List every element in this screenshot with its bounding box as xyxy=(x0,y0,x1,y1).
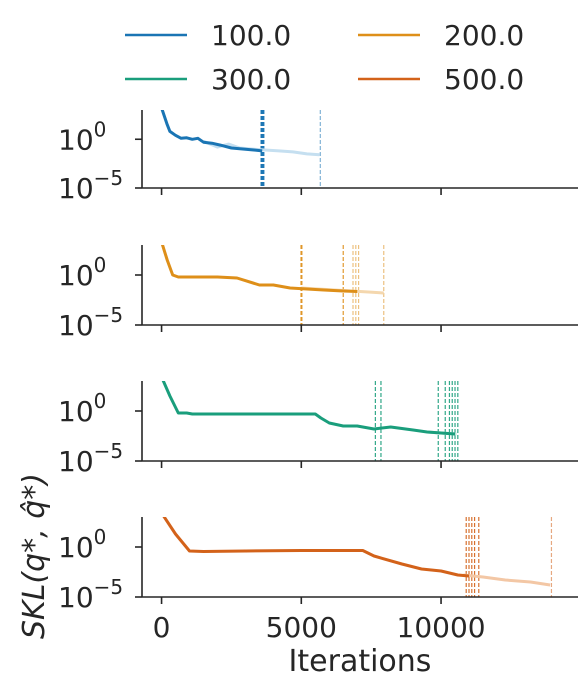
x-tick-label: 5000 xyxy=(266,611,337,644)
legend-item-100.0: 100.0 xyxy=(125,19,291,52)
legend-label: 500.0 xyxy=(444,63,524,96)
y-tick-label: 100 xyxy=(58,117,106,156)
legend-item-300.0: 300.0 xyxy=(125,63,291,96)
y-tick-label: 10−5 xyxy=(58,166,123,205)
y-tick-label: 100 xyxy=(58,525,106,564)
legend-label: 100.0 xyxy=(211,19,291,52)
plot-area xyxy=(161,381,459,461)
series-line-tail xyxy=(463,573,551,587)
y-tick-label: 10−5 xyxy=(58,575,123,614)
plot-area xyxy=(162,517,553,597)
y-tick-label: 100 xyxy=(58,253,106,292)
legend-label: 300.0 xyxy=(211,63,291,96)
legend: 100.0 200.0 300.0 500.0 xyxy=(125,19,524,96)
plot-area xyxy=(160,245,385,325)
y-tick-label: 100 xyxy=(58,389,106,428)
panel-100.0: 100 10−5 xyxy=(58,110,578,205)
panel-300.0: 100 10−5 xyxy=(58,381,578,478)
legend-label: 200.0 xyxy=(444,19,524,52)
panel-200.0: 100 10−5 xyxy=(58,245,578,342)
legend-item-200.0: 200.0 xyxy=(358,19,524,52)
y-axis-label: SKL(q*, q̂*) xyxy=(17,473,52,639)
x-tick-label: 10000 xyxy=(397,611,486,644)
series-line xyxy=(160,110,263,153)
series-line xyxy=(161,381,456,436)
y-tick-label: 10−5 xyxy=(58,439,123,478)
x-axis-label: Iterations xyxy=(289,644,432,679)
panel-500.0: 100 10−5 0 5000 10000 xyxy=(58,517,578,644)
x-tick-label: 0 xyxy=(153,611,171,644)
panels: 100 10−5 100 10−5 100 10−5 100 10−5 0 5000 10000 xyxy=(58,110,578,644)
plot-area xyxy=(160,110,321,188)
series-line xyxy=(160,245,358,293)
y-tick-label: 10−5 xyxy=(58,303,123,342)
series-line xyxy=(162,517,470,578)
legend-item-500.0: 500.0 xyxy=(358,63,524,96)
